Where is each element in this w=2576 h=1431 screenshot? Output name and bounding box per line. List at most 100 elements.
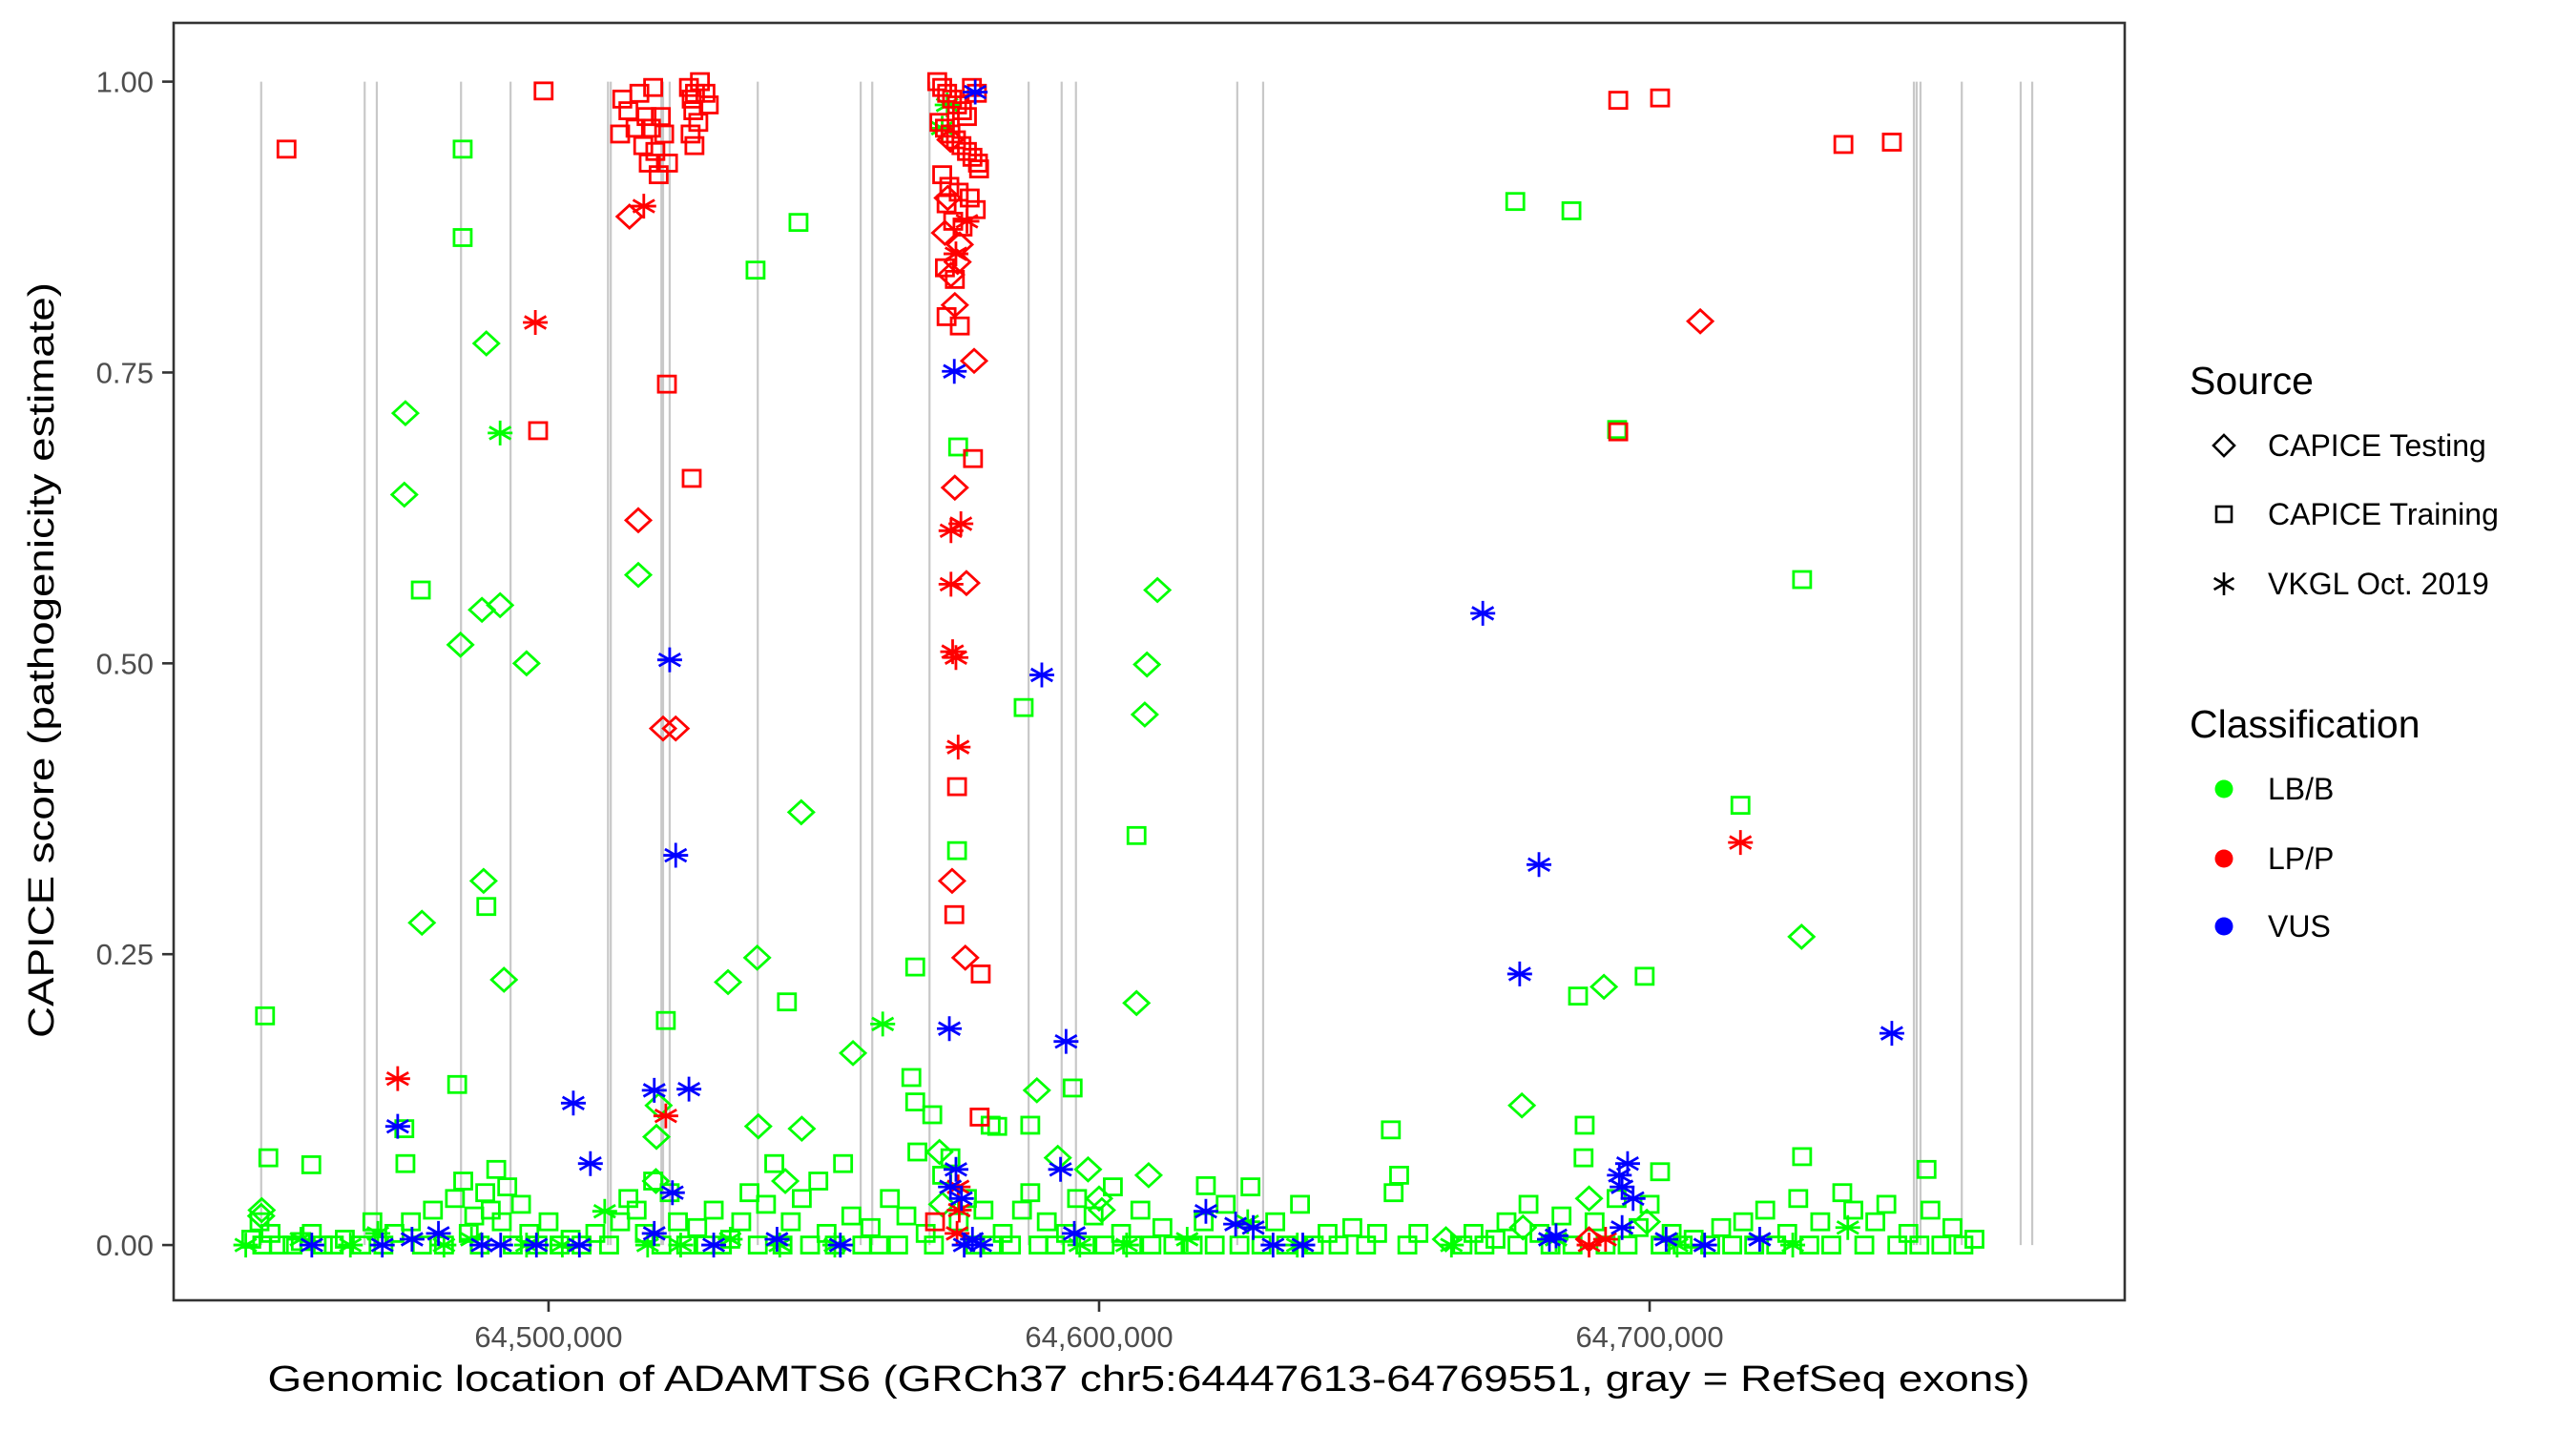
point-capice-training-lb-b bbox=[1062, 1078, 1083, 1098]
point-vkgl-oct-2019-vus bbox=[1607, 1162, 1632, 1188]
point-capice-training-lp-p bbox=[629, 83, 650, 103]
point-capice-training-lb-b bbox=[1755, 1200, 1776, 1220]
point-capice-training-lp-p bbox=[636, 107, 657, 127]
point-capice-training-lb-b bbox=[764, 1153, 784, 1173]
point-capice-testing-lb-b bbox=[390, 400, 420, 427]
point-vkgl-oct-2019-vus bbox=[663, 842, 689, 868]
point-capice-testing-lb-b bbox=[786, 798, 816, 826]
point-vkgl-oct-2019-vus bbox=[827, 1233, 853, 1258]
point-capice-testing-lb-b bbox=[1073, 1155, 1103, 1183]
point-capice-training-lp-p bbox=[957, 141, 977, 161]
point-capice-training-lb-b bbox=[924, 1235, 945, 1255]
point-capice-training-lb-b bbox=[1964, 1230, 1984, 1249]
point-capice-training-lb-b bbox=[947, 437, 968, 457]
point-capice-testing-lb-b bbox=[714, 968, 743, 996]
point-vkgl-oct-2019-vus bbox=[937, 1016, 963, 1042]
y-tick-label: 1.00 bbox=[96, 66, 154, 99]
point-capice-testing-lb-b bbox=[623, 561, 654, 589]
point-capice-training-lb-b bbox=[731, 1212, 752, 1232]
point-vkgl-oct-2019-vus bbox=[641, 1220, 667, 1246]
point-capice-training-lb-b bbox=[423, 1200, 444, 1220]
point-capice-training-lp-p bbox=[1608, 422, 1629, 442]
point-vkgl-oct-2019-lb-b bbox=[1174, 1226, 1200, 1252]
point-capice-training-lb-b bbox=[1342, 1217, 1362, 1237]
point-capice-training-lb-b bbox=[1887, 1235, 1908, 1255]
point-capice-training-lb-b bbox=[486, 1159, 507, 1179]
point-capice-training-lb-b bbox=[1505, 192, 1526, 212]
point-capice-testing-lb-b bbox=[486, 591, 515, 619]
point-capice-training-lb-b bbox=[1518, 1194, 1539, 1214]
point-vkgl-oct-2019-lb-b bbox=[1113, 1233, 1139, 1258]
point-capice-training-lp-p bbox=[690, 72, 711, 92]
point-capice-testing-lp-p bbox=[950, 944, 980, 971]
point-capice-training-lb-b bbox=[756, 1194, 777, 1214]
point-vkgl-oct-2019-vus bbox=[641, 1077, 667, 1103]
x-tick-label: 64,700,000 bbox=[1575, 1320, 1723, 1354]
legend-title-classification: Classification bbox=[2190, 702, 2420, 746]
point-capice-training-lb-b bbox=[1821, 1235, 1841, 1255]
point-capice-training-lp-p bbox=[962, 77, 983, 97]
point-capice-training-lb-b bbox=[1865, 1212, 1886, 1232]
green-dot-icon bbox=[2214, 779, 2233, 798]
square-icon bbox=[2214, 505, 2233, 524]
point-vkgl-oct-2019-lb-b bbox=[870, 1011, 896, 1037]
legend-item-vus: VUS bbox=[2214, 909, 2331, 944]
point-capice-training-lb-b bbox=[1792, 570, 1813, 590]
point-capice-training-lb-b bbox=[1568, 986, 1589, 1006]
point-capice-training-lb-b bbox=[452, 228, 473, 247]
legend-label-lp-p: LP/P bbox=[2268, 841, 2334, 876]
point-capice-testing-lp-p bbox=[933, 184, 963, 212]
point-capice-training-lp-p bbox=[924, 1212, 945, 1232]
point-capice-training-lb-b bbox=[1650, 1162, 1671, 1182]
point-capice-testing-lp-p bbox=[940, 291, 969, 319]
legend-title-source: Source bbox=[2190, 359, 2314, 403]
y-axis-title: CAPICE score (pathogenicity estimate) bbox=[22, 282, 62, 1038]
point-capice-testing-lb-b bbox=[1084, 1185, 1114, 1213]
point-vkgl-oct-2019-vus bbox=[963, 79, 988, 105]
point-capice-training-lb-b bbox=[745, 260, 766, 280]
point-capice-training-lb-b bbox=[808, 1172, 829, 1191]
point-vkgl-oct-2019-lb-b bbox=[488, 420, 513, 446]
point-capice-training-lb-b bbox=[410, 580, 431, 600]
point-capice-training-lb-b bbox=[480, 1200, 501, 1220]
point-capice-training-lb-b bbox=[626, 1200, 647, 1220]
point-capice-training-lb-b bbox=[668, 1212, 688, 1232]
point-vkgl-oct-2019-vus bbox=[676, 1076, 702, 1102]
x-axis: 64,500,000 64,600,000 64,700,000 bbox=[474, 1300, 1724, 1354]
point-capice-testing-lb-b bbox=[1589, 973, 1619, 1001]
point-capice-testing-lp-p bbox=[959, 347, 989, 375]
point-capice-testing-lb-b bbox=[1431, 1226, 1461, 1253]
point-capice-training-lb-b bbox=[453, 1172, 473, 1191]
point-capice-training-lb-b bbox=[1876, 1194, 1897, 1214]
point-vkgl-oct-2019-vus bbox=[659, 1180, 685, 1206]
point-vkgl-oct-2019-vus bbox=[1610, 1214, 1635, 1240]
point-capice-training-lb-b bbox=[1141, 1235, 1162, 1255]
y-tick-label: 0.50 bbox=[96, 647, 154, 680]
panel-border bbox=[172, 21, 2127, 1302]
point-capice-testing-lb-b bbox=[1574, 1185, 1604, 1213]
point-capice-training-lb-b bbox=[452, 139, 473, 159]
point-capice-testing-lb-b bbox=[471, 330, 501, 357]
x-tick-label: 64,500,000 bbox=[474, 1320, 622, 1354]
point-capice-training-lp-p bbox=[962, 147, 983, 167]
point-capice-training-lb-b bbox=[510, 1194, 531, 1214]
point-capice-training-lb-b bbox=[476, 897, 497, 917]
point-capice-training-lb-b bbox=[1733, 1212, 1754, 1232]
point-capice-training-lp-p bbox=[698, 95, 719, 114]
point-capice-testing-lb-b bbox=[742, 944, 772, 971]
point-vkgl-oct-2019-lp-p bbox=[945, 1220, 970, 1246]
point-vkgl-oct-2019-lb-b bbox=[288, 1226, 314, 1252]
point-capice-training-lb-b bbox=[1634, 966, 1655, 986]
point-capice-training-lb-b bbox=[447, 1074, 467, 1094]
point-vkgl-oct-2019-vus bbox=[656, 647, 682, 673]
point-vkgl-oct-2019-lp-p bbox=[1592, 1226, 1618, 1252]
point-vkgl-oct-2019-vus bbox=[1053, 1028, 1079, 1054]
point-capice-training-lb-b bbox=[1130, 1200, 1151, 1220]
point-capice-training-lb-b bbox=[1551, 1206, 1572, 1226]
point-capice-testing-lp-p bbox=[930, 219, 960, 247]
point-vkgl-oct-2019-vus bbox=[1610, 1174, 1635, 1200]
point-capice-training-lb-b bbox=[1730, 796, 1751, 816]
point-capice-training-lb-b bbox=[1485, 1230, 1506, 1249]
point-capice-training-lp-p bbox=[1608, 91, 1629, 110]
